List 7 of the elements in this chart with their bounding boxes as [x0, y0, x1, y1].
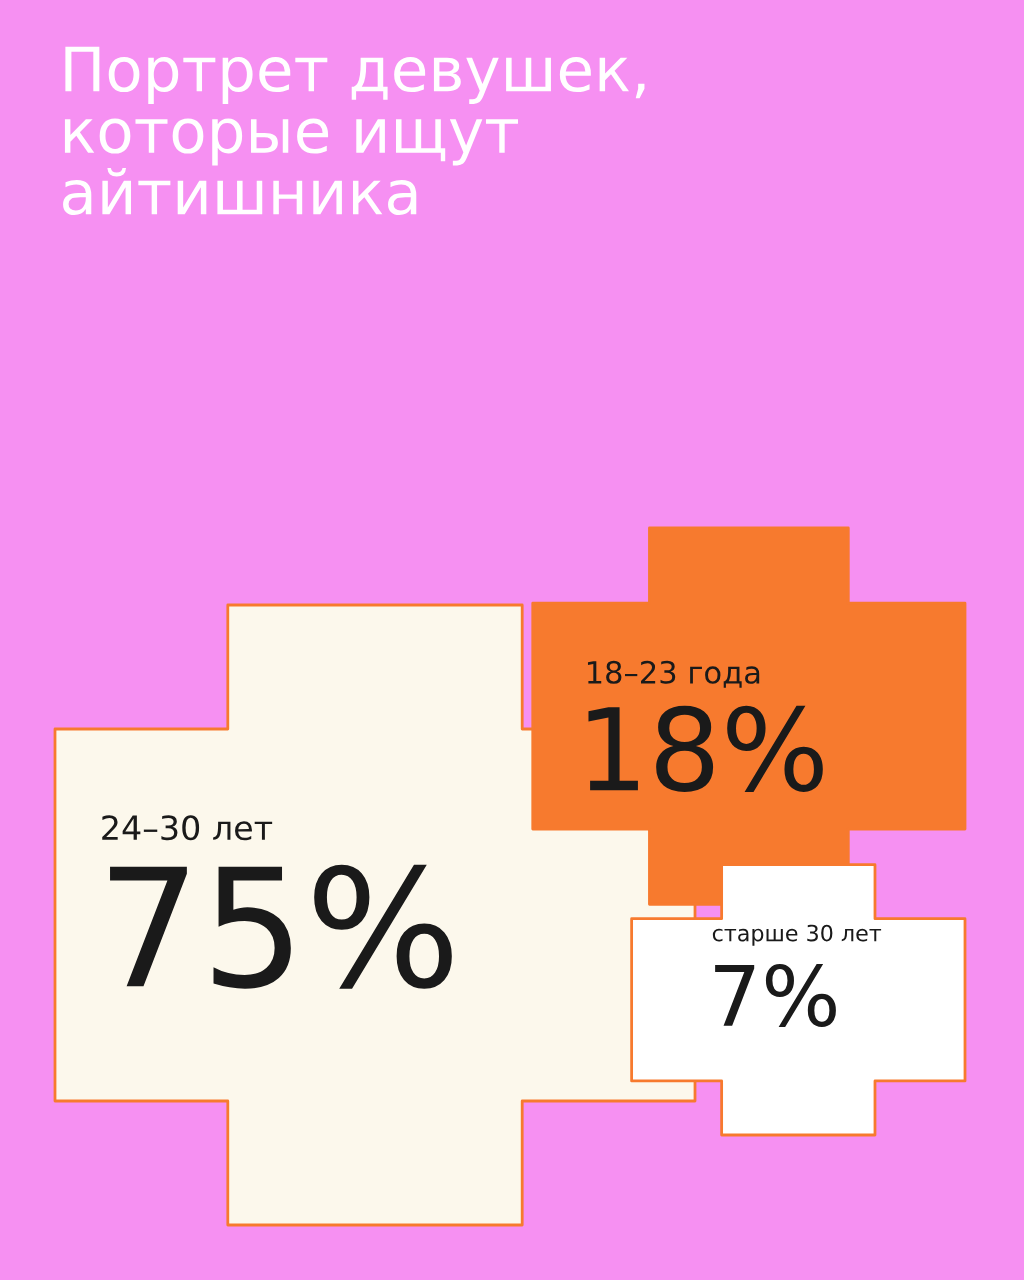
category-label: 18–23 года [587, 660, 760, 688]
category-label: старше 30 лет [712, 924, 882, 946]
data-label: 18% [588, 705, 823, 792]
data-label: 7% [715, 963, 836, 1027]
data-label: 75% [110, 864, 452, 989]
text: Портрет девушек, которые ищут айтишника [63, 46, 645, 216]
category-label: 24–30 лет [102, 815, 273, 841]
